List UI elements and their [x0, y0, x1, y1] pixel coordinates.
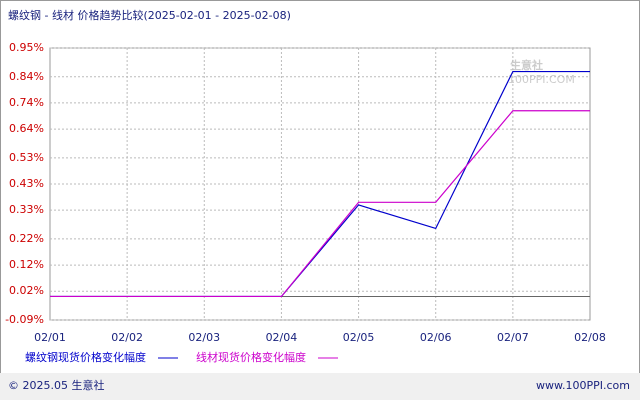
x-tick-label: 02/08 — [574, 331, 606, 344]
x-tick-label: 02/03 — [188, 331, 220, 344]
watermark-name: 生意社 — [510, 58, 543, 72]
y-tick-label: 0.64% — [9, 122, 44, 135]
x-tick-label: 02/06 — [420, 331, 452, 344]
y-tick-label: 0.02% — [9, 284, 44, 297]
y-tick-label: 0.53% — [9, 151, 44, 164]
footer-left: © 2025.05 生意社 — [8, 378, 104, 392]
footer-bar — [0, 373, 640, 400]
legend-label: 线材现货价格变化幅度 — [196, 350, 306, 364]
y-tick-label: 0.95% — [9, 41, 44, 54]
y-tick-label: 0.22% — [9, 232, 44, 245]
y-tick-label: 0.84% — [9, 70, 44, 83]
x-tick-label: 02/04 — [266, 331, 298, 344]
x-tick-label: 02/05 — [343, 331, 375, 344]
x-tick-label: 02/02 — [111, 331, 143, 344]
x-tick-label: 02/01 — [34, 331, 66, 344]
footer-right: www.100PPI.com — [536, 379, 630, 392]
watermark-site: 100PPI.COM — [508, 73, 575, 86]
legend-label: 螺纹钢现货价格变化幅度 — [25, 350, 146, 364]
y-tick-label: -0.09% — [5, 313, 44, 326]
series-line — [50, 110, 590, 298]
y-tick-label: 0.33% — [9, 203, 44, 216]
x-tick-label: 02/07 — [497, 331, 529, 344]
chart-title: 螺纹钢 - 线材 价格趋势比较(2025-02-01 - 2025-02-08) — [8, 8, 291, 22]
y-tick-label: 0.12% — [9, 258, 44, 271]
y-tick-label: 0.74% — [9, 96, 44, 109]
y-tick-label: 0.43% — [9, 177, 44, 190]
